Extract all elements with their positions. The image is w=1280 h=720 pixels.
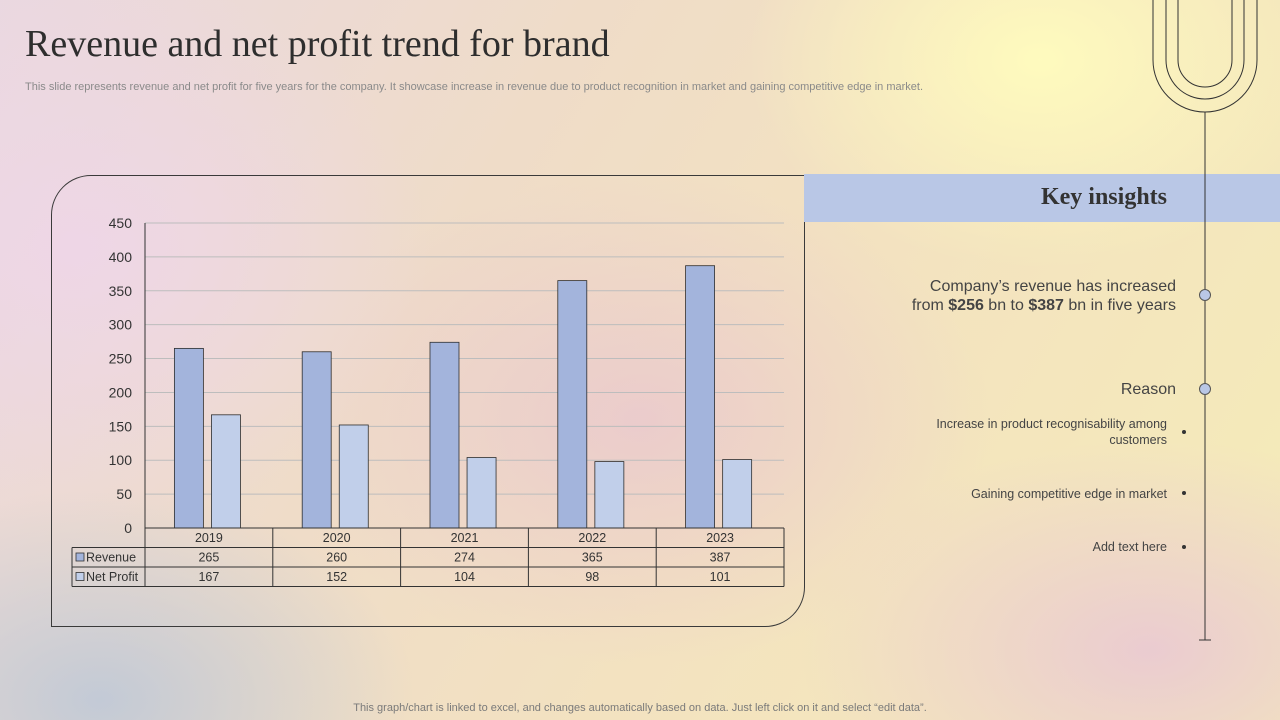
footer-note: This graph/chart is linked to excel, and… [353, 702, 927, 714]
legend-swatch [75, 552, 85, 562]
table-value: 98 [585, 570, 599, 584]
table-value: 152 [326, 570, 347, 584]
insight-revenue-text: Company’s revenue has increased from $25… [836, 277, 1176, 315]
x-category-label: 2021 [451, 531, 479, 545]
table-value: 274 [454, 551, 475, 565]
net-profit-bar [722, 459, 753, 529]
page-title: Revenue and net profit trend for brand [25, 23, 610, 65]
legend-swatch [75, 572, 85, 581]
bar-chart[interactable]: 0 50 100 150 200 250 300 350 400 450 2019 2020 2021 2… [52, 176, 804, 626]
timeline-marker [1199, 289, 1211, 301]
bullet-dot [1182, 430, 1186, 434]
y-tick-label: 350 [109, 283, 133, 299]
insight-start-value: $256 [948, 297, 984, 314]
table-value: 167 [198, 570, 219, 584]
table-value: 260 [326, 551, 347, 565]
y-tick-label: 150 [109, 418, 133, 434]
timeline-marker [1199, 383, 1211, 395]
x-category-label: 2019 [195, 531, 223, 545]
y-tick-label: 450 [109, 215, 133, 231]
page-subtitle: This slide represents revenue and net pr… [25, 81, 924, 93]
y-tick-label: 400 [109, 249, 133, 265]
net-profit-bar [211, 414, 241, 529]
insight-line-2: from $256 bn to $387 bn in five years [911, 297, 1176, 314]
table-value: 365 [582, 551, 603, 565]
reason-bullet-3: Add text here [1092, 540, 1167, 554]
y-tick-label: 300 [109, 317, 133, 333]
x-category-label: 2020 [323, 531, 351, 545]
x-category-label: 2022 [578, 531, 606, 545]
legend-label: Revenue [86, 551, 136, 565]
revenue-bar [429, 341, 460, 529]
table-value: 104 [454, 570, 475, 584]
y-tick-label: 200 [109, 384, 133, 400]
net-profit-bar [594, 461, 625, 529]
table-value: 101 [710, 570, 731, 584]
timeline-decoration [1152, 0, 1258, 641]
y-tick-label: 0 [124, 520, 132, 536]
key-insights-header: Key insights [804, 174, 1280, 222]
table-value: 387 [710, 551, 731, 565]
reason-bullet-2: Gaining competitive edge in market [971, 487, 1167, 501]
bullet-dot [1182, 491, 1186, 495]
revenue-bar [557, 280, 588, 529]
net-profit-bar [466, 457, 497, 529]
y-tick-label: 100 [109, 452, 133, 468]
reason-bullet-1: Increase in product recognisability amon… [936, 417, 1167, 447]
key-insights-title: Key insights [1040, 184, 1167, 210]
revenue-bar [173, 347, 204, 529]
revenue-bar [301, 351, 332, 529]
chart-frame: 0 50 100 150 200 250 300 350 400 450 2019 2020 2021 2… [51, 175, 805, 627]
bullet-dot [1182, 545, 1186, 549]
legend-label: Net Profit [86, 570, 139, 584]
reason-label: Reason [1120, 381, 1176, 398]
insight-end-value: $387 [1028, 297, 1064, 314]
revenue-bar [685, 265, 715, 529]
table-value: 265 [198, 551, 219, 565]
insight-line-1: Company’s revenue has increased [929, 278, 1176, 295]
x-category-label: 2023 [706, 531, 734, 545]
net-profit-bar [338, 424, 369, 529]
y-tick-label: 50 [116, 486, 132, 502]
y-tick-label: 250 [109, 351, 133, 367]
